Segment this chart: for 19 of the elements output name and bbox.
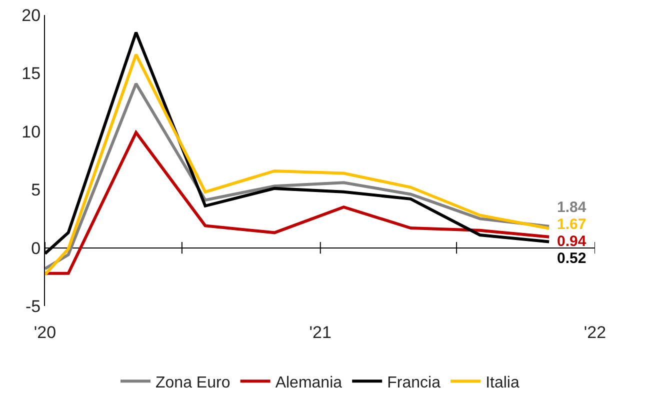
- y-tick-label: 5: [31, 180, 41, 200]
- y-tick-label: 20: [22, 6, 41, 25]
- data-label: 0.52: [557, 250, 586, 267]
- legend-label: Zona Euro: [156, 374, 230, 392]
- y-tick-label: -5: [25, 296, 41, 316]
- line-series: [45, 53, 551, 276]
- data-label: 1.67: [557, 216, 586, 233]
- y-tick-label: 0: [31, 238, 41, 258]
- data-label: 1.84: [557, 199, 587, 216]
- x-tick-label: '21: [309, 323, 332, 342]
- x-tick-label: '22: [584, 323, 606, 342]
- y-tick-label: 15: [22, 64, 41, 84]
- x-tick-label: '20: [34, 323, 56, 342]
- data-label: 0.94: [557, 233, 587, 250]
- legend-label: Alemania: [275, 374, 342, 392]
- line-series: [45, 131, 551, 275]
- y-tick-label: 10: [22, 122, 41, 142]
- legend-label: Francia: [387, 374, 441, 392]
- legend-label: Italia: [486, 374, 520, 392]
